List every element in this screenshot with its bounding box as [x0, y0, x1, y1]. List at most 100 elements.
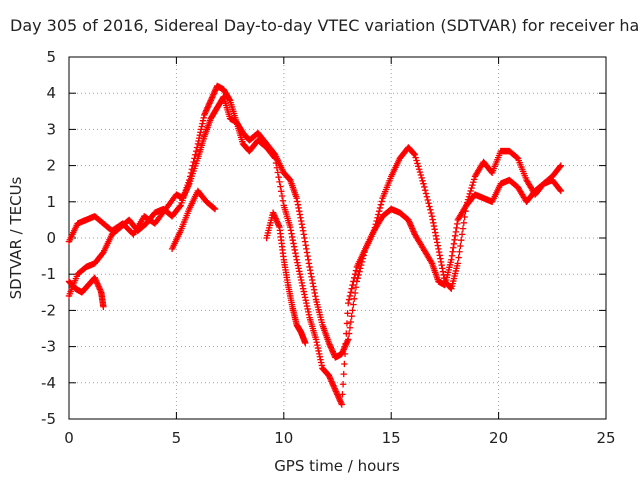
data-point [467, 187, 474, 195]
data-point [352, 284, 360, 291]
data-point [190, 158, 197, 166]
data-point [416, 168, 424, 176]
data-point [413, 157, 420, 164]
data-point [557, 187, 565, 195]
data-point [338, 401, 345, 408]
data-point [412, 154, 419, 161]
data-point [341, 360, 348, 368]
data-point [427, 258, 435, 266]
data-point [420, 180, 427, 187]
data-point [345, 296, 353, 303]
data-point [274, 169, 281, 176]
data-point [458, 236, 465, 244]
data-point [339, 381, 347, 388]
x-tick-label: 15 [382, 429, 401, 447]
data-point [100, 303, 107, 310]
data-point [345, 336, 352, 343]
data-points [65, 82, 565, 408]
data-point [418, 174, 425, 182]
grid [69, 57, 606, 419]
data-point [351, 274, 358, 282]
data-point [347, 318, 355, 326]
data-point [343, 320, 351, 327]
data-point [346, 324, 354, 331]
data-point [356, 268, 363, 275]
axis-ticks [68, 56, 607, 420]
data-point [470, 176, 478, 183]
series-3 [168, 187, 219, 253]
data-point [351, 295, 358, 303]
data-point [186, 176, 193, 184]
data-point [189, 162, 196, 169]
data-point [421, 187, 429, 194]
data-point [302, 339, 309, 347]
y-tick-label: 5 [46, 48, 56, 66]
data-point [466, 190, 474, 198]
data-point [350, 278, 357, 285]
data-point [272, 159, 280, 167]
data-point [427, 209, 435, 217]
series-1 [65, 82, 565, 408]
data-point [460, 219, 468, 226]
data-point [349, 307, 356, 314]
y-tick-label: 0 [46, 229, 56, 247]
data-point [422, 190, 430, 197]
data-point [351, 289, 359, 297]
data-point [375, 211, 382, 218]
data-point [275, 173, 282, 181]
series-2 [65, 274, 107, 310]
data-point [349, 281, 356, 289]
y-tick-label: -2 [41, 301, 56, 319]
data-point [191, 155, 198, 162]
series-4 [263, 209, 309, 347]
data-point [348, 285, 355, 292]
data-point [357, 265, 364, 272]
data-point [278, 188, 285, 195]
y-axis-label: SDTVAR / TECUs [7, 176, 25, 299]
data-point [350, 301, 357, 308]
y-tick-label: 2 [46, 157, 56, 175]
data-point [469, 181, 476, 189]
data-point [271, 154, 278, 161]
data-point [419, 177, 426, 185]
y-tick-label: -5 [41, 410, 56, 428]
data-point [377, 201, 385, 208]
data-point [279, 197, 287, 204]
y-tick-label: -3 [41, 338, 56, 356]
data-point [345, 299, 352, 307]
data-point [414, 160, 421, 167]
y-tick-label: 1 [46, 193, 56, 211]
data-point [211, 205, 219, 213]
data-point [176, 203, 184, 210]
data-point [341, 350, 349, 358]
x-tick-label: 5 [172, 429, 182, 447]
data-point [458, 231, 466, 238]
data-point [457, 242, 464, 250]
data-point [424, 196, 431, 204]
data-point [376, 204, 384, 212]
x-tick-label: 0 [64, 429, 74, 447]
data-point [192, 151, 199, 158]
data-point [348, 312, 355, 320]
data-point [276, 178, 283, 186]
data-point [273, 164, 281, 171]
data-point [188, 166, 196, 173]
data-point [455, 254, 462, 261]
data-point [425, 200, 432, 207]
data-point [378, 198, 385, 205]
data-point [375, 208, 383, 215]
data-point [187, 169, 195, 177]
data-point [426, 203, 433, 210]
y-tick-label: -1 [41, 265, 56, 283]
data-point [470, 179, 477, 186]
data-point [347, 289, 355, 296]
data-point [427, 206, 434, 213]
data-point [339, 391, 346, 398]
data-point [344, 310, 351, 317]
y-tick-label: 4 [46, 84, 56, 102]
y-tick-label: -4 [41, 374, 56, 392]
data-point [211, 205, 218, 212]
data-point [192, 147, 200, 155]
x-axis-label: GPS time / hours [274, 457, 400, 475]
data-point [278, 192, 286, 200]
